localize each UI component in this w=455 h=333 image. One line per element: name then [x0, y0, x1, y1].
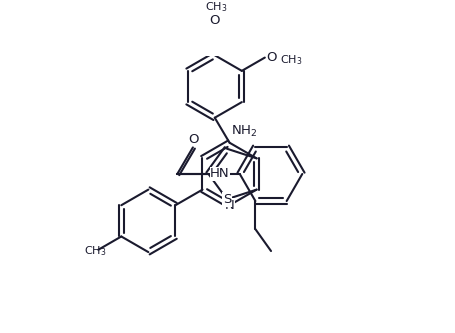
- Text: CH$_3$: CH$_3$: [205, 0, 228, 14]
- Text: CH$_3$: CH$_3$: [84, 244, 107, 258]
- Text: CH$_3$: CH$_3$: [280, 53, 302, 67]
- Text: NH$_2$: NH$_2$: [231, 124, 258, 139]
- Text: S: S: [222, 193, 231, 206]
- Text: O: O: [209, 14, 220, 27]
- Text: O: O: [188, 133, 199, 146]
- Text: N: N: [225, 199, 234, 212]
- Text: O: O: [267, 51, 277, 64]
- Text: HN: HN: [210, 167, 230, 180]
